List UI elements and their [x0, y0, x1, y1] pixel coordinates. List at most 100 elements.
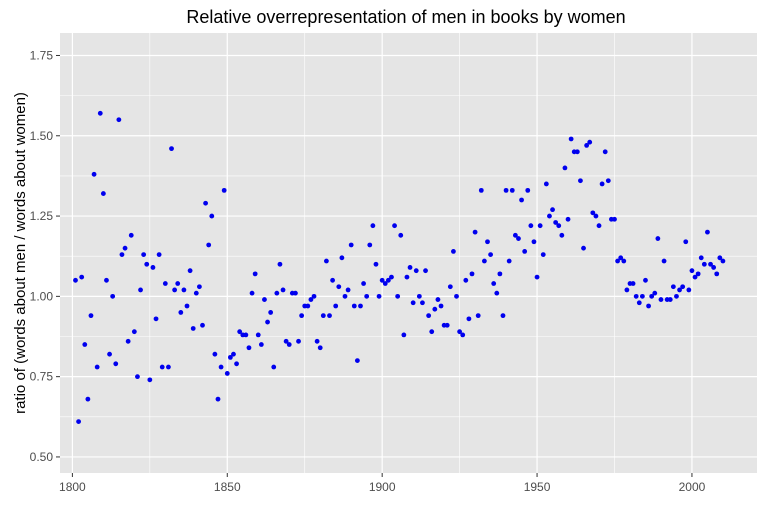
data-point — [500, 313, 506, 319]
data-point — [574, 149, 580, 155]
chart-title: Relative overrepresentation of men in bo… — [186, 7, 625, 27]
data-point — [463, 277, 469, 283]
data-point — [144, 261, 150, 267]
data-point — [156, 252, 162, 258]
data-point — [299, 313, 305, 319]
data-point — [509, 187, 515, 193]
data-point — [277, 261, 283, 267]
data-point — [568, 136, 574, 142]
data-point — [401, 332, 407, 338]
data-point — [79, 274, 85, 280]
data-point — [308, 297, 314, 302]
data-point — [197, 284, 202, 290]
data-point — [488, 252, 493, 258]
data-point — [581, 245, 586, 251]
data-point — [432, 306, 438, 312]
data-point — [159, 364, 165, 370]
data-point — [714, 271, 720, 277]
data-point — [258, 342, 264, 347]
data-point — [639, 293, 645, 299]
data-point — [670, 284, 676, 290]
data-point — [376, 293, 382, 299]
data-point — [494, 290, 500, 296]
data-point — [596, 223, 602, 229]
y-axis-ticks: 0.50 0.75 1.00 1.25 1.50 1.75 — [30, 48, 60, 464]
data-point — [457, 329, 463, 335]
data-point — [218, 364, 224, 370]
data-point — [76, 419, 81, 425]
data-point — [190, 326, 196, 331]
x-tick-label: 2000 — [679, 480, 706, 494]
data-point — [97, 110, 103, 116]
data-point — [286, 342, 292, 347]
data-point — [506, 258, 512, 264]
data-point — [590, 210, 596, 216]
y-axis-label: ratio of (words about men / words about … — [12, 92, 29, 414]
data-point — [320, 313, 326, 319]
data-point — [584, 143, 590, 148]
data-point — [618, 255, 624, 261]
data-point — [327, 313, 332, 319]
data-point — [528, 223, 534, 229]
data-point — [314, 338, 320, 344]
data-point — [599, 181, 605, 187]
data-point — [612, 216, 617, 222]
data-point — [243, 332, 249, 338]
data-point — [116, 117, 122, 123]
data-point — [410, 300, 416, 306]
data-point — [150, 265, 156, 270]
data-point — [280, 287, 286, 293]
data-point — [73, 277, 78, 283]
data-point — [382, 281, 388, 286]
data-point — [125, 338, 131, 344]
data-point — [206, 242, 212, 248]
data-point — [454, 293, 459, 299]
data-point — [385, 277, 391, 283]
data-point — [503, 187, 509, 193]
data-point — [379, 277, 385, 283]
data-point — [512, 232, 518, 238]
data-point — [435, 297, 441, 302]
data-point — [255, 332, 261, 338]
data-point — [429, 329, 435, 335]
data-point — [550, 207, 555, 213]
y-tick-label: 1.50 — [30, 129, 54, 143]
data-point — [351, 303, 357, 309]
data-point — [392, 223, 397, 229]
data-point — [268, 310, 274, 315]
data-point — [578, 178, 583, 184]
data-point — [82, 342, 88, 347]
y-tick-label: 0.50 — [30, 450, 54, 464]
data-point — [559, 232, 565, 238]
data-point — [389, 274, 394, 280]
data-point — [274, 290, 280, 296]
data-point — [324, 258, 329, 264]
data-point — [224, 371, 230, 376]
data-point — [565, 216, 571, 222]
data-point — [104, 277, 109, 283]
data-point — [166, 364, 171, 370]
data-point — [404, 274, 410, 280]
data-point — [516, 236, 521, 241]
data-point — [624, 287, 630, 293]
data-point — [203, 200, 208, 206]
data-point — [649, 293, 655, 299]
data-point — [305, 303, 311, 309]
data-point — [249, 290, 255, 296]
data-point — [373, 261, 379, 267]
data-point — [212, 351, 218, 357]
data-point — [122, 245, 128, 251]
data-point — [643, 277, 648, 283]
data-point — [547, 213, 552, 219]
data-point — [354, 358, 360, 363]
y-tick-label: 0.75 — [30, 370, 54, 384]
data-point — [633, 293, 639, 299]
data-point — [113, 361, 119, 367]
data-point — [621, 258, 627, 264]
data-point — [469, 271, 475, 277]
data-point — [537, 223, 543, 229]
data-point — [485, 239, 490, 245]
data-point — [683, 239, 689, 245]
x-axis-ticks: 1800 1850 1900 1950 2000 — [59, 473, 706, 494]
data-point — [395, 293, 401, 299]
